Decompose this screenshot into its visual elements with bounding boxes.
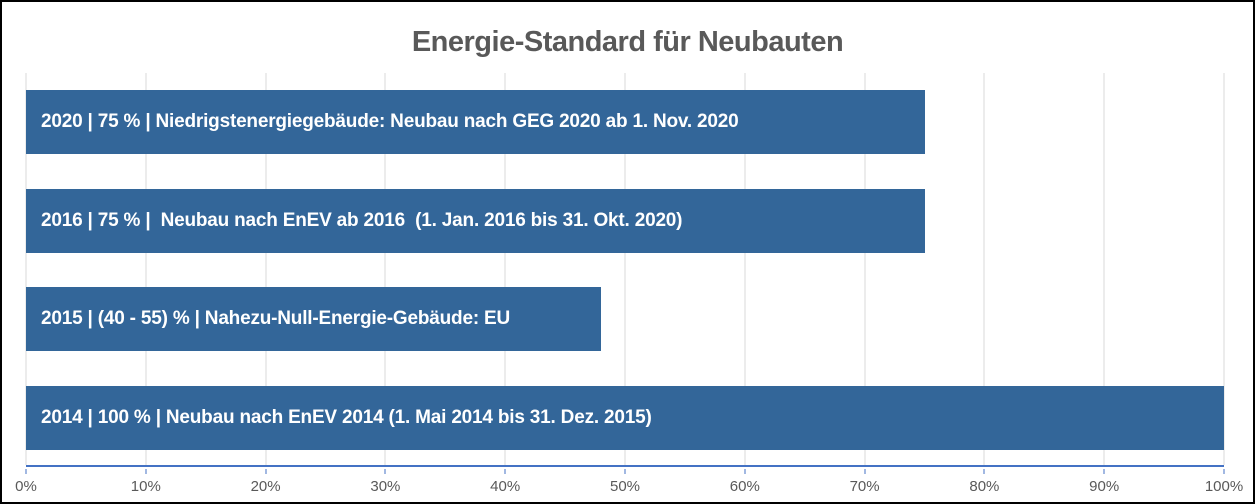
- bar-2020: 2020 | 75 % | Niedrigstenergiegebäude: N…: [26, 90, 925, 154]
- chart-title: Energie-Standard für Neubauten: [411, 26, 844, 58]
- x-axis: 0% 10% 20% 30% 40% 50% 60% 70% 80% 90% 100%: [15, 469, 1243, 502]
- x-axis-tick: [265, 469, 267, 474]
- gridline: [25, 73, 27, 465]
- bar-label: 2014 | 100 % | Neubau nach EnEV 2014 (1.…: [41, 407, 652, 428]
- bar-label: 2015 | (40 - 55) % | Nahezu-Null-Energie…: [41, 308, 511, 329]
- gridline: [624, 73, 626, 465]
- gridline: [384, 73, 386, 465]
- plot-area: 2020 | 75 % | Niedrigstenergiegebäude: N…: [25, 73, 1225, 467]
- x-axis-tick-label: 90%: [1089, 478, 1120, 495]
- gridline: [983, 73, 985, 465]
- gridline: [145, 73, 147, 465]
- x-axis-tick-label: 20%: [250, 478, 281, 495]
- bar-label: 2016 | 75 % | Neubau nach EnEV ab 2016 (…: [41, 210, 683, 231]
- x-axis-tick: [983, 469, 985, 474]
- bar-2016: 2016 | 75 % | Neubau nach EnEV ab 2016 (…: [26, 189, 925, 253]
- x-axis-tick-label: 80%: [969, 478, 1000, 495]
- x-axis-tick: [1223, 469, 1225, 474]
- gridline: [864, 73, 866, 465]
- x-axis-tick: [504, 469, 506, 474]
- x-axis-tick: [145, 469, 147, 474]
- x-axis-tick: [624, 469, 626, 474]
- x-axis-tick: [384, 469, 386, 474]
- bar-2014: 2014 | 100 % | Neubau nach EnEV 2014 (1.…: [26, 386, 1224, 450]
- x-axis-tick-label: 40%: [490, 478, 521, 495]
- x-axis-tick: [25, 469, 27, 474]
- gridline: [504, 73, 506, 465]
- x-axis-tick: [864, 469, 866, 474]
- x-axis-tick-label: 50%: [609, 478, 641, 495]
- x-axis-tick-label: 70%: [849, 478, 880, 495]
- x-axis-tick-label: 10%: [130, 478, 161, 495]
- x-axis-tick: [744, 469, 746, 474]
- gridline: [744, 73, 746, 465]
- bar-2015: 2015 | (40 - 55) % | Nahezu-Null-Energie…: [26, 287, 602, 351]
- gridline: [265, 73, 267, 465]
- x-axis-tick: [1103, 469, 1105, 474]
- gridline: [1103, 73, 1105, 465]
- x-axis-tick-label: 30%: [370, 478, 401, 495]
- x-axis-tick-label: 0%: [15, 478, 37, 495]
- bar-label: 2020 | 75 % | Niedrigstenergiegebäude: N…: [41, 111, 739, 132]
- x-axis-tick-label: 60%: [729, 478, 760, 495]
- gridline: [1223, 73, 1225, 465]
- x-axis-tick-label: 100%: [1204, 478, 1244, 495]
